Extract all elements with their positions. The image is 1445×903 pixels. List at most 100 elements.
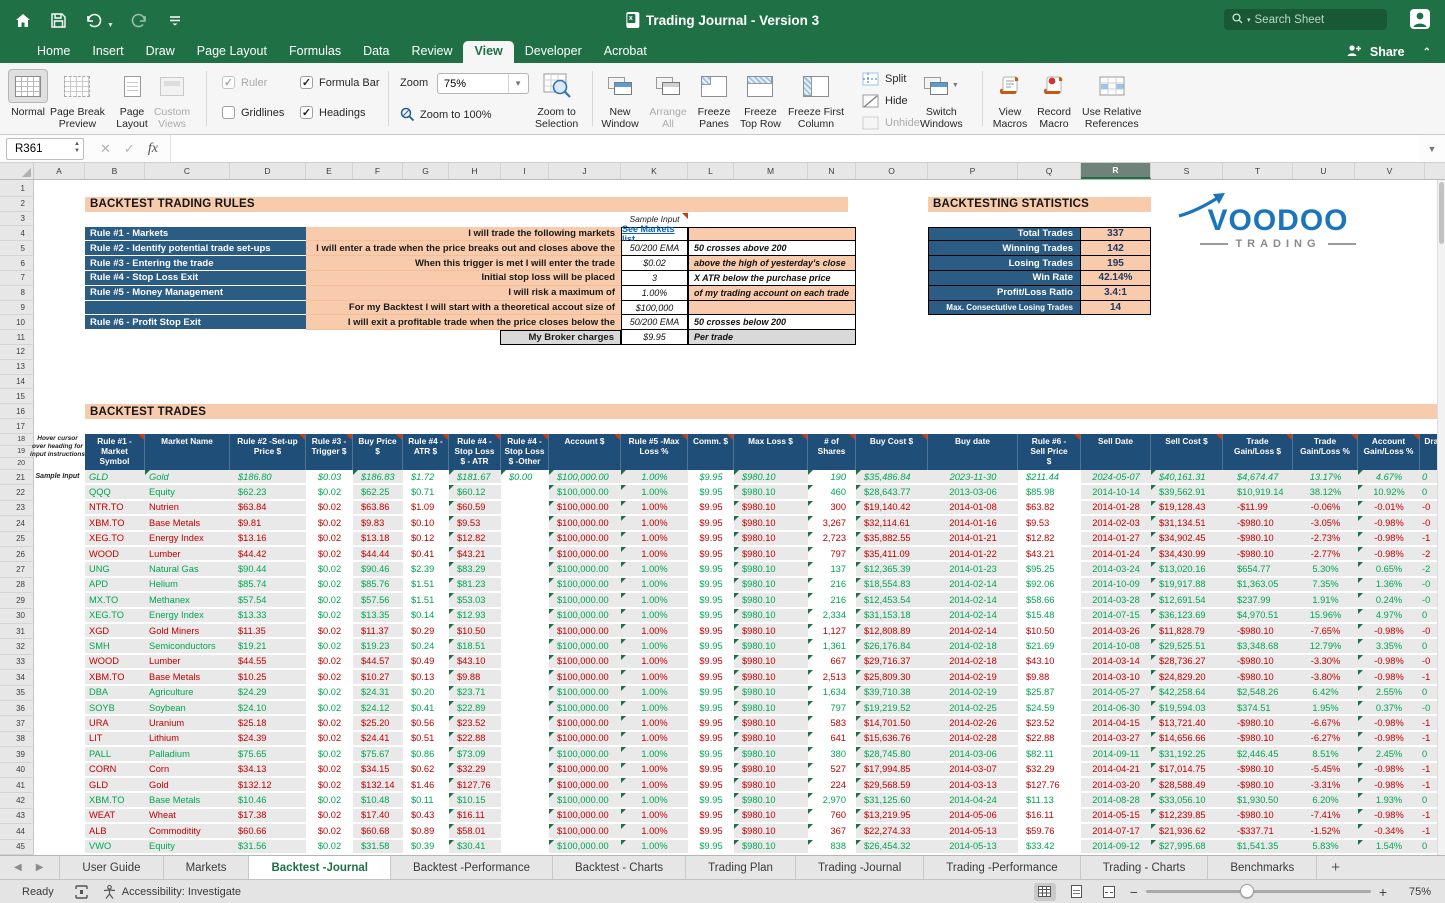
trade-cell[interactable]: $0.11 — [403, 793, 449, 808]
trade-cell[interactable]: $0.03 — [306, 470, 353, 485]
trade-cell[interactable]: $10.25 — [230, 670, 306, 685]
trade-cell[interactable]: $100,000.00 — [549, 624, 621, 639]
trade-cell[interactable]: -$337.71 — [1223, 824, 1293, 839]
trades-column-header[interactable]: Max Loss $ — [734, 434, 808, 470]
sheet-tab-trading-performance[interactable]: Trading -Performance — [924, 856, 1080, 879]
trade-cell[interactable]: $980.10 — [734, 763, 808, 778]
trade-cell[interactable]: 5.83% — [1293, 840, 1358, 855]
column-header-F[interactable]: F — [353, 163, 403, 179]
freeze-panes-button[interactable]: Freeze Panes — [694, 69, 734, 130]
trade-cell[interactable]: $28,745.80 — [856, 747, 928, 762]
name-box-steppers[interactable]: ▲▼ — [74, 141, 80, 155]
trade-cell[interactable]: $654.77 — [1223, 562, 1293, 577]
page-break-preview-button[interactable]: Page Break Preview — [50, 69, 105, 130]
trade-cell[interactable]: $13,219.95 — [856, 809, 928, 824]
trade-cell[interactable]: 1.93% — [1358, 793, 1420, 808]
trade-cell[interactable]: $980.10 — [734, 593, 808, 608]
trade-cell[interactable]: $24.41 — [353, 732, 403, 747]
trade-cell[interactable]: $92.06 — [1018, 578, 1081, 593]
trade-cell[interactable]: Natural Gas — [145, 562, 230, 577]
trade-cell[interactable]: $9.95 — [688, 747, 734, 762]
trade-cell[interactable]: $18,554.83 — [856, 578, 928, 593]
trade-cell[interactable]: $0.41 — [403, 547, 449, 562]
trade-cell[interactable]: $21.69 — [1018, 639, 1081, 654]
trade-cell[interactable]: $63.86 — [353, 501, 403, 516]
trade-cell[interactable]: $181.67 — [449, 470, 501, 485]
trades-column-header[interactable]: Rule #4 - Stop Loss $ -Other — [501, 434, 549, 470]
trade-cell[interactable]: 2014-03-06 — [928, 747, 1018, 762]
trade-cell[interactable]: $100,000.00 — [549, 562, 621, 577]
column-header-G[interactable]: G — [403, 163, 449, 179]
trade-cell[interactable]: 2014-04-24 — [928, 793, 1018, 808]
row-header-23[interactable]: 23 — [0, 501, 34, 516]
trade-cell[interactable]: $211.44 — [1018, 470, 1081, 485]
trade-cell[interactable]: $19,140.42 — [856, 501, 928, 516]
trade-cell[interactable]: NTR.TO — [85, 501, 145, 516]
trade-cell[interactable]: 1.00% — [621, 578, 688, 593]
normal-button[interactable]: Normal — [8, 69, 48, 118]
formula-input[interactable] — [170, 135, 1419, 162]
trade-cell[interactable]: Equity — [145, 840, 230, 855]
trade-cell[interactable]: 15.96% — [1293, 609, 1358, 624]
trade-cell[interactable]: -7.41% — [1293, 809, 1358, 824]
row-header-17[interactable]: 17 — [0, 419, 34, 434]
trade-cell[interactable]: $31.58 — [353, 840, 403, 855]
trade-cell[interactable]: $28,588.49 — [1151, 778, 1223, 793]
trade-cell[interactable]: $13.33 — [230, 609, 306, 624]
trade-cell[interactable]: $58.01 — [449, 824, 501, 839]
trade-cell[interactable]: $73.09 — [449, 747, 501, 762]
trade-cell[interactable]: $980.10 — [734, 547, 808, 562]
trade-cell[interactable]: 1.00% — [621, 716, 688, 731]
trade-cell[interactable]: Gold Miners — [145, 624, 230, 639]
trade-cell[interactable]: 838 — [808, 840, 856, 855]
trade-cell[interactable]: $100,000.00 — [549, 639, 621, 654]
trade-cell[interactable]: $85.74 — [230, 578, 306, 593]
trade-cell[interactable]: 2014-03-26 — [1081, 624, 1151, 639]
trade-cell[interactable]: $100,000.00 — [549, 716, 621, 731]
trade-cell[interactable]: Lumber — [145, 655, 230, 670]
trade-cell[interactable]: 2014-02-18 — [928, 639, 1018, 654]
trade-cell[interactable]: $9.95 — [688, 840, 734, 855]
trade-cell[interactable] — [501, 670, 549, 685]
trade-cell[interactable]: $100,000.00 — [549, 516, 621, 531]
trade-cell[interactable]: 2014-02-26 — [928, 716, 1018, 731]
trade-cell[interactable]: $23.52 — [1018, 716, 1081, 731]
trade-cell[interactable]: $28,643.77 — [856, 485, 928, 500]
trade-cell[interactable] — [501, 701, 549, 716]
trade-cell[interactable]: $32,114.61 — [856, 516, 928, 531]
trade-cell[interactable]: $2,446.45 — [1223, 747, 1293, 762]
trade-cell[interactable]: -$980.10 — [1223, 532, 1293, 547]
trade-cell[interactable]: -0.06% — [1293, 501, 1358, 516]
trade-cell[interactable]: 1,634 — [808, 686, 856, 701]
trade-cell[interactable]: $26,454.32 — [856, 840, 928, 855]
trade-cell[interactable]: $0.02 — [306, 485, 353, 500]
trade-cell[interactable]: $980.10 — [734, 562, 808, 577]
record-macro-button[interactable]: Record Macro — [1034, 69, 1074, 130]
trade-cell[interactable]: 1.00% — [621, 809, 688, 824]
trade-cell[interactable] — [501, 501, 549, 516]
trade-cell[interactable]: 2014-02-28 — [928, 732, 1018, 747]
trade-cell[interactable]: $60.68 — [353, 824, 403, 839]
trade-cell[interactable]: -$980.10 — [1223, 716, 1293, 731]
row-header-7[interactable]: 7 — [0, 271, 34, 286]
trade-cell[interactable]: $12,453.54 — [856, 593, 928, 608]
trade-cell[interactable]: $42,258.64 — [1151, 686, 1223, 701]
trade-cell[interactable]: $0.29 — [403, 624, 449, 639]
expand-formula-bar-icon[interactable]: ▼ — [1419, 144, 1445, 154]
sheet-tab-trading-charts[interactable]: Trading - Charts — [1081, 856, 1209, 879]
row-header-4[interactable]: 4 — [0, 226, 34, 241]
trade-cell[interactable]: $1,541.35 — [1223, 840, 1293, 855]
save-icon[interactable] — [49, 11, 67, 29]
row-header-38[interactable]: 38 — [0, 732, 34, 747]
arrange-all-button[interactable]: Arrange All — [648, 69, 688, 130]
trade-cell[interactable]: 797 — [808, 701, 856, 716]
trade-cell[interactable]: $17.40 — [353, 809, 403, 824]
trade-cell[interactable]: PALL — [85, 747, 145, 762]
row-header-11[interactable]: 11 — [0, 330, 34, 345]
trade-cell[interactable]: 1.00% — [621, 624, 688, 639]
trade-cell[interactable]: XBM.TO — [85, 516, 145, 531]
trade-cell[interactable] — [501, 562, 549, 577]
trade-cell[interactable]: 380 — [808, 747, 856, 762]
trade-cell[interactable]: $10.15 — [449, 793, 501, 808]
row-header-6[interactable]: 6 — [0, 256, 34, 271]
